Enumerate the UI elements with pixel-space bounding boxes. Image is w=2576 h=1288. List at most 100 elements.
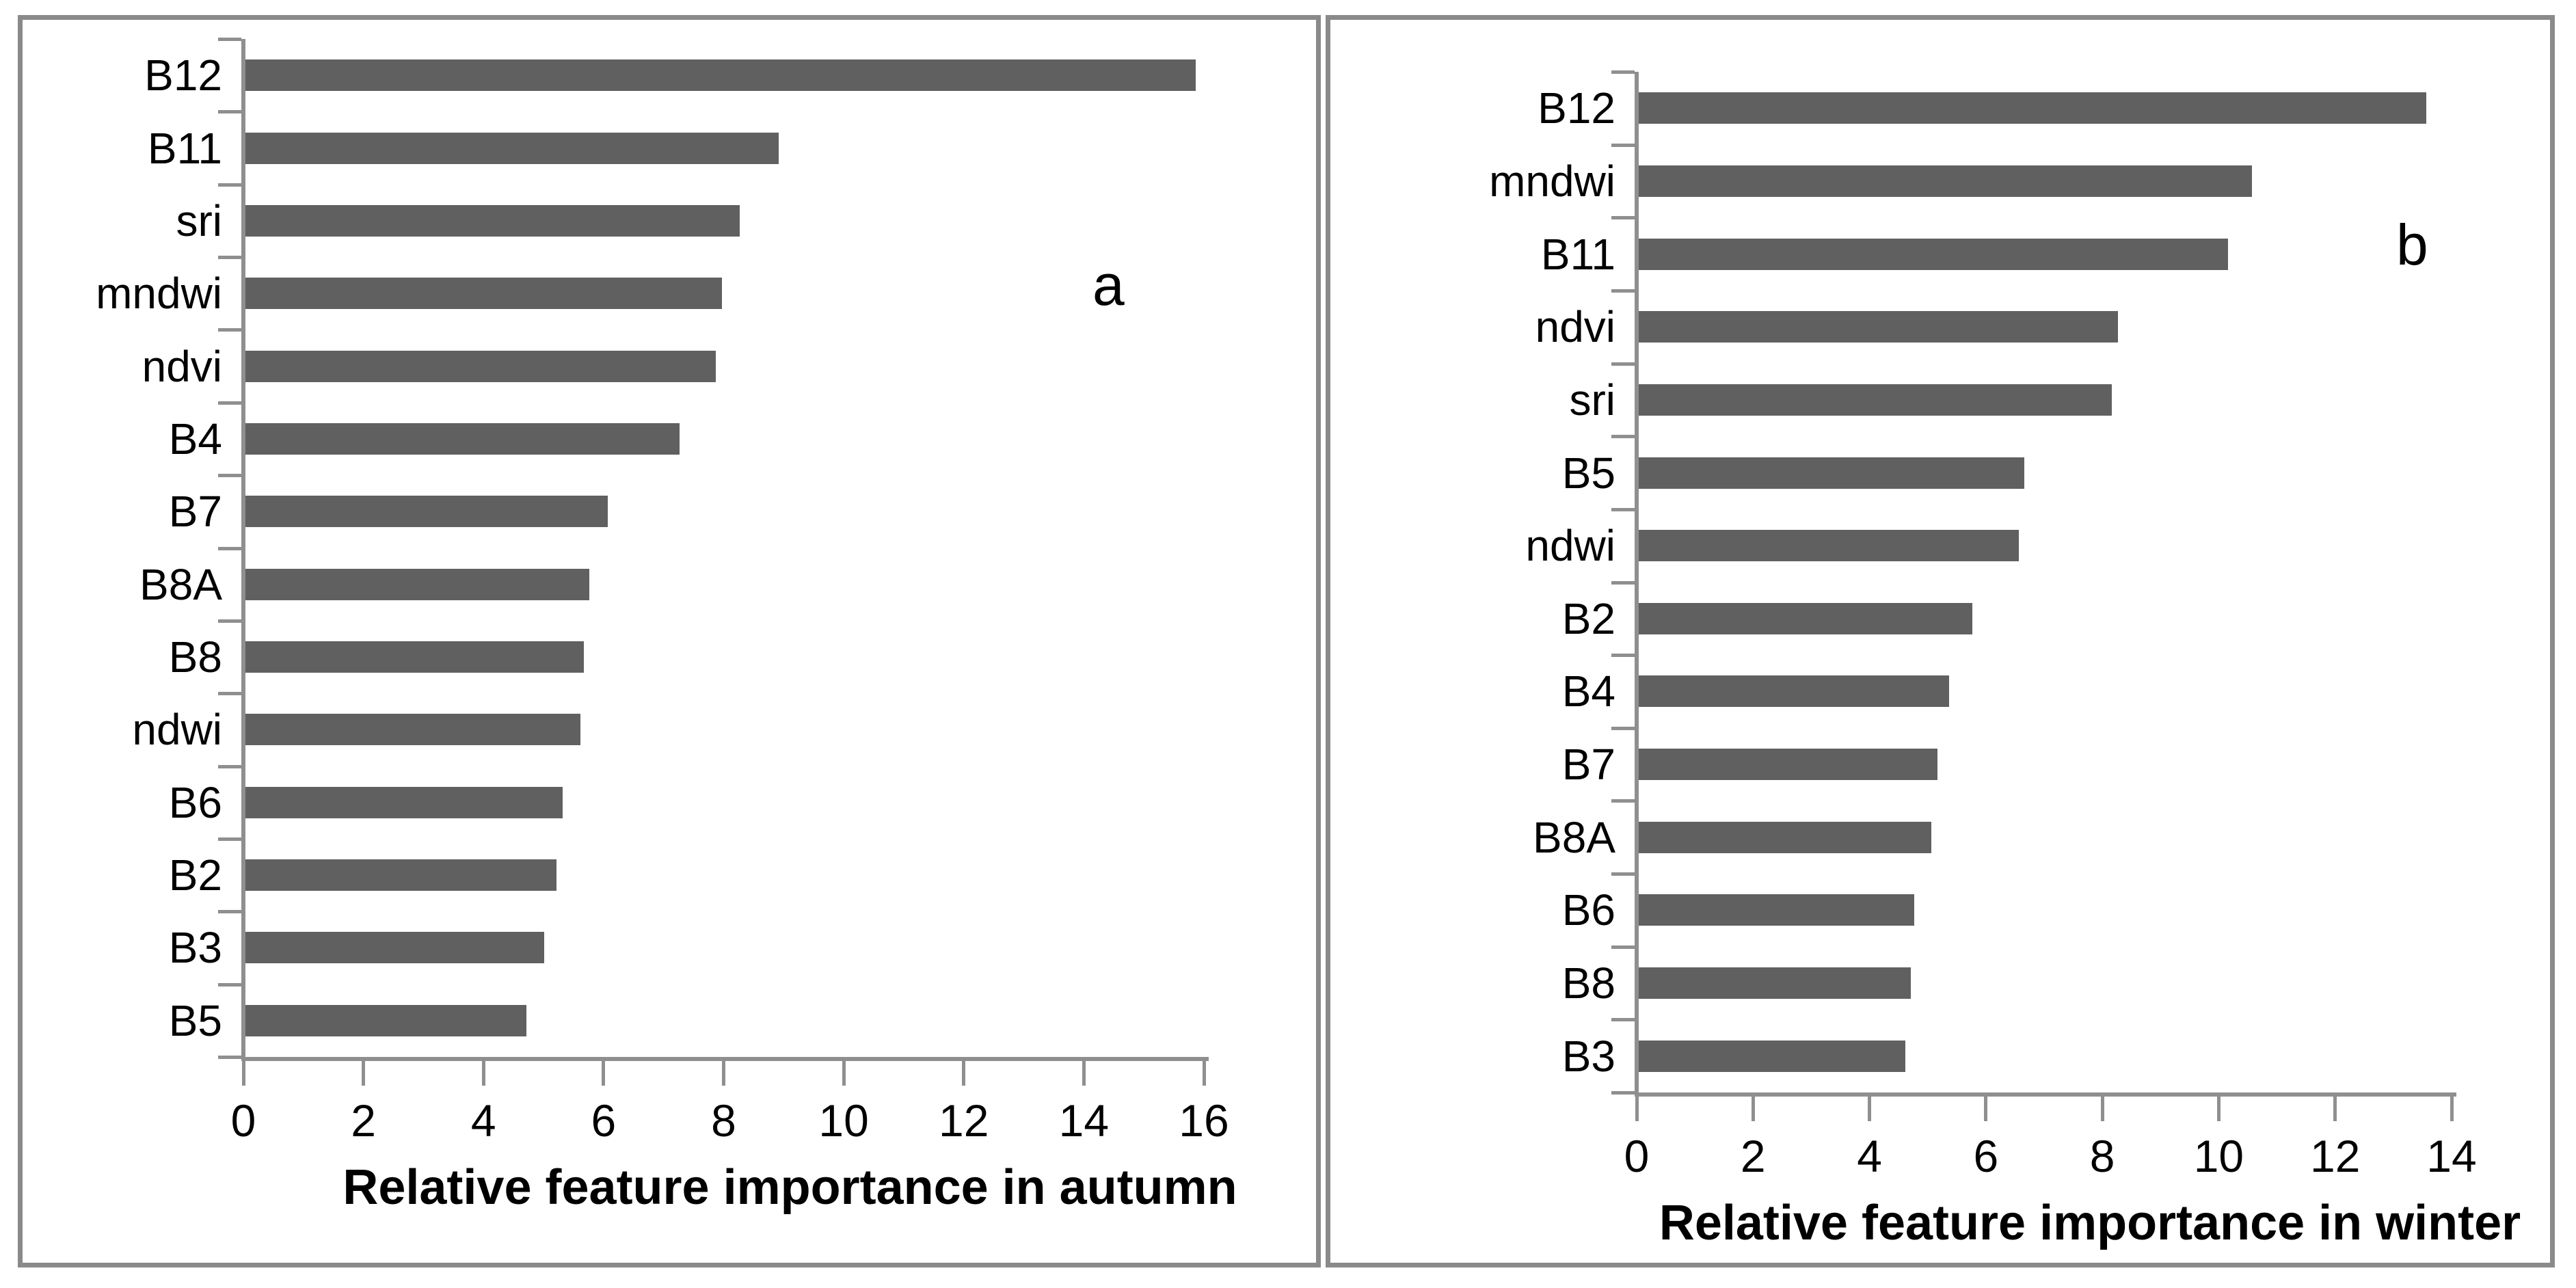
x-tick-label: 4 [470, 1095, 496, 1146]
x-axis-tick [962, 1061, 966, 1086]
y-axis-tick [218, 764, 241, 768]
bar-B8A [241, 568, 590, 600]
category-label-B7: B7 [168, 487, 222, 537]
bar-row: ndwi [1330, 509, 2450, 582]
bar-row: B7 [23, 475, 1202, 548]
bar-row: ndwi [23, 693, 1202, 766]
bar-B6 [1635, 894, 1914, 926]
bar-row: B7 [1330, 728, 2450, 801]
bar-B3 [1635, 1040, 1905, 1072]
y-axis-tick [1611, 1091, 1635, 1095]
x-tick-label: 4 [1857, 1131, 1882, 1181]
bar-ndvi [1635, 311, 2118, 343]
x-tick-label: 8 [2089, 1131, 2115, 1181]
bar-track [241, 403, 1202, 475]
plot-rows: B12 B11 sri mndwi ndvi B4 B7 B8A B8 ndwi B6 B2 B3 B5 [23, 39, 1202, 1057]
bar-track [1635, 436, 2450, 509]
bar-row: B2 [23, 839, 1202, 911]
x-axis-tick [1984, 1097, 1988, 1121]
category-label-mndwi: mndwi [96, 269, 222, 319]
bar-B8 [241, 641, 584, 673]
bar-B5 [1635, 457, 2025, 489]
category-label-B11: B11 [1540, 229, 1615, 279]
y-axis-tick [1611, 654, 1635, 658]
category-label-ndvi: ndvi [142, 341, 222, 391]
y-axis-tick [1611, 799, 1635, 803]
bar-B8A [1635, 821, 1932, 853]
y-axis-tick [1611, 872, 1635, 876]
bar-B12 [1635, 92, 2426, 124]
bar-B8 [1635, 967, 1911, 999]
x-tick-label: 6 [1973, 1131, 1999, 1181]
bar-track [1635, 217, 2450, 291]
bar-track [1635, 1019, 2450, 1092]
y-axis-tick [218, 982, 241, 987]
panel-letter: a [1092, 253, 1125, 317]
category-label-B2: B2 [1561, 593, 1615, 643]
y-axis-tick [218, 1056, 241, 1059]
bar-B11 [1635, 238, 2229, 270]
bar-ndvi [241, 350, 716, 382]
bar-ndwi [1635, 530, 2019, 562]
x-axis-tick [1082, 1061, 1086, 1086]
bar-track [241, 185, 1202, 257]
bar-row: B6 [1330, 874, 2450, 947]
category-label-B8: B8 [168, 632, 222, 682]
chart-winter: B12 mndwi B11 ndvi sri B5 ndwi B2 B4 B7 B8A B6 B8 B3 0… [1330, 20, 2550, 1263]
bar-row: sri [23, 185, 1202, 257]
x-axis-line [241, 1057, 1209, 1061]
x-axis-tick [2100, 1097, 2104, 1121]
bar-track [1635, 874, 2450, 947]
x-axis-tick [2333, 1097, 2337, 1121]
y-axis-tick [218, 183, 241, 187]
x-tick-label: 14 [1058, 1095, 1110, 1146]
x-tick-label: 2 [1740, 1131, 1766, 1181]
bar-row: B6 [23, 766, 1202, 839]
bar-track [1635, 582, 2450, 655]
category-label-ndwi: ndwi [1525, 521, 1615, 571]
category-label-mndwi: mndwi [1489, 156, 1615, 206]
plot-rows: B12 mndwi B11 ndvi sri B5 ndwi B2 B4 B7 B8A B6 B8 B3 [1330, 72, 2450, 1092]
bar-track [1635, 145, 2450, 218]
bar-track [1635, 655, 2450, 728]
y-axis-tick [1611, 143, 1635, 147]
bar-track [241, 621, 1202, 693]
category-label-B11: B11 [147, 123, 222, 173]
x-tick-label: 6 [591, 1095, 617, 1146]
category-label-B2: B2 [168, 850, 222, 900]
category-label-B7: B7 [1561, 740, 1615, 790]
bar-track [1635, 947, 2450, 1020]
bar-B4 [1635, 675, 1949, 708]
category-label-B3: B3 [168, 923, 222, 973]
x-tick-label: 0 [230, 1095, 256, 1146]
bar-row: B8 [23, 621, 1202, 693]
y-axis-tick [1611, 945, 1635, 949]
bar-track [241, 766, 1202, 839]
chart-autumn: B12 B11 sri mndwi ndvi B4 B7 B8A B8 ndwi B6 B2 B3 B5 0… [23, 20, 1316, 1263]
bar-row: B11 [23, 111, 1202, 184]
category-label-B8A: B8A [1533, 812, 1615, 862]
bar-track [241, 911, 1202, 984]
bar-B7 [241, 496, 608, 528]
y-axis-tick [1611, 289, 1635, 293]
y-axis-tick [218, 910, 241, 914]
y-axis-tick [218, 474, 241, 478]
bar-B11 [241, 132, 779, 164]
bar-B12 [241, 59, 1196, 92]
category-label-B12: B12 [144, 51, 222, 100]
bar-ndwi [241, 714, 581, 746]
bar-track [241, 39, 1202, 111]
category-label-B8A: B8A [139, 559, 222, 609]
category-label-B6: B6 [168, 777, 222, 827]
y-axis-line [241, 39, 245, 1061]
y-axis-tick [218, 256, 241, 260]
category-label-B3: B3 [1561, 1031, 1615, 1081]
bar-track [1635, 728, 2450, 801]
bar-row: ndvi [23, 330, 1202, 402]
bar-sri [241, 204, 740, 237]
panel-letter: b [2396, 213, 2428, 277]
category-label-sri: sri [176, 196, 222, 245]
y-axis-tick [218, 328, 241, 332]
x-axis-tick [241, 1061, 245, 1086]
bar-row: B11 [1330, 217, 2450, 291]
